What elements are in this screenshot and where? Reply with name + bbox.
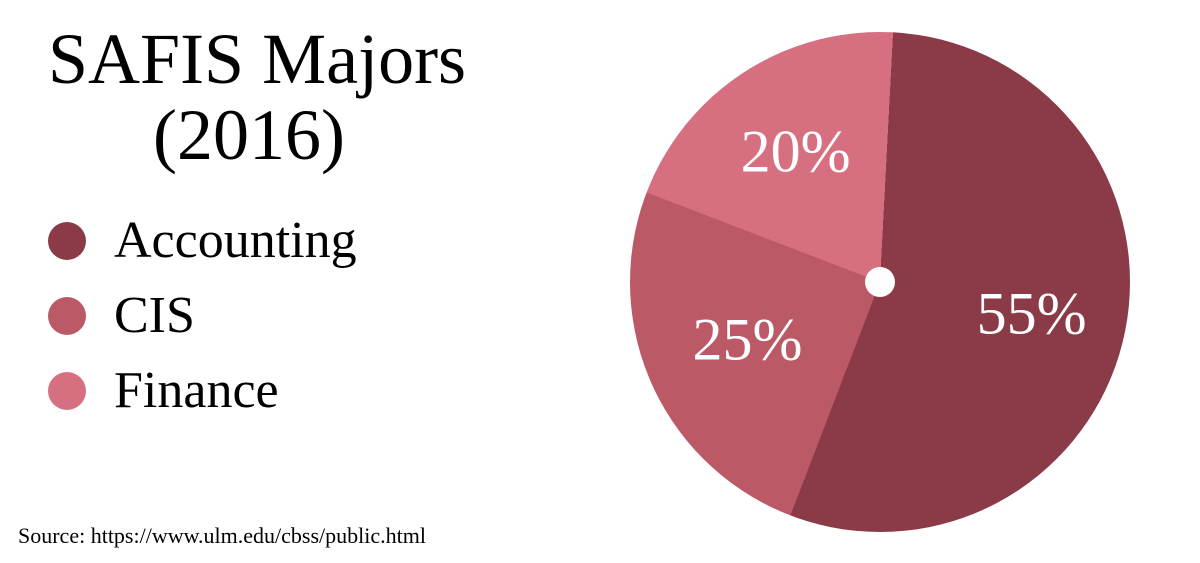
title-line-1: SAFIS Majors (48, 22, 560, 98)
left-panel: SAFIS Majors (2016) Accounting CIS Finance (0, 0, 560, 563)
source-text: Source: https://www.ulm.edu/cbss/public.… (18, 523, 426, 549)
legend-item: Finance (48, 361, 560, 420)
legend-label: CIS (114, 286, 195, 345)
legend-label: Finance (114, 361, 279, 420)
legend-bullet-icon (48, 297, 86, 335)
chart-panel: 55% 25% 20% (560, 0, 1200, 563)
root: SAFIS Majors (2016) Accounting CIS Finance… (0, 0, 1200, 563)
pie-center-dot (865, 267, 895, 297)
pie-chart: 55% 25% 20% (630, 32, 1130, 532)
pie-slice-label: 25% (693, 306, 803, 375)
legend: Accounting CIS Finance (48, 211, 560, 420)
legend-item: CIS (48, 286, 560, 345)
pie-wrap: 55% 25% 20% (630, 32, 1130, 532)
legend-bullet-icon (48, 372, 86, 410)
legend-bullet-icon (48, 222, 86, 260)
pie-slice-label: 55% (977, 279, 1087, 348)
legend-item: Accounting (48, 211, 560, 270)
legend-label: Accounting (114, 211, 357, 270)
pie-slice-label: 20% (741, 117, 851, 186)
title-line-2: (2016) (48, 98, 560, 174)
